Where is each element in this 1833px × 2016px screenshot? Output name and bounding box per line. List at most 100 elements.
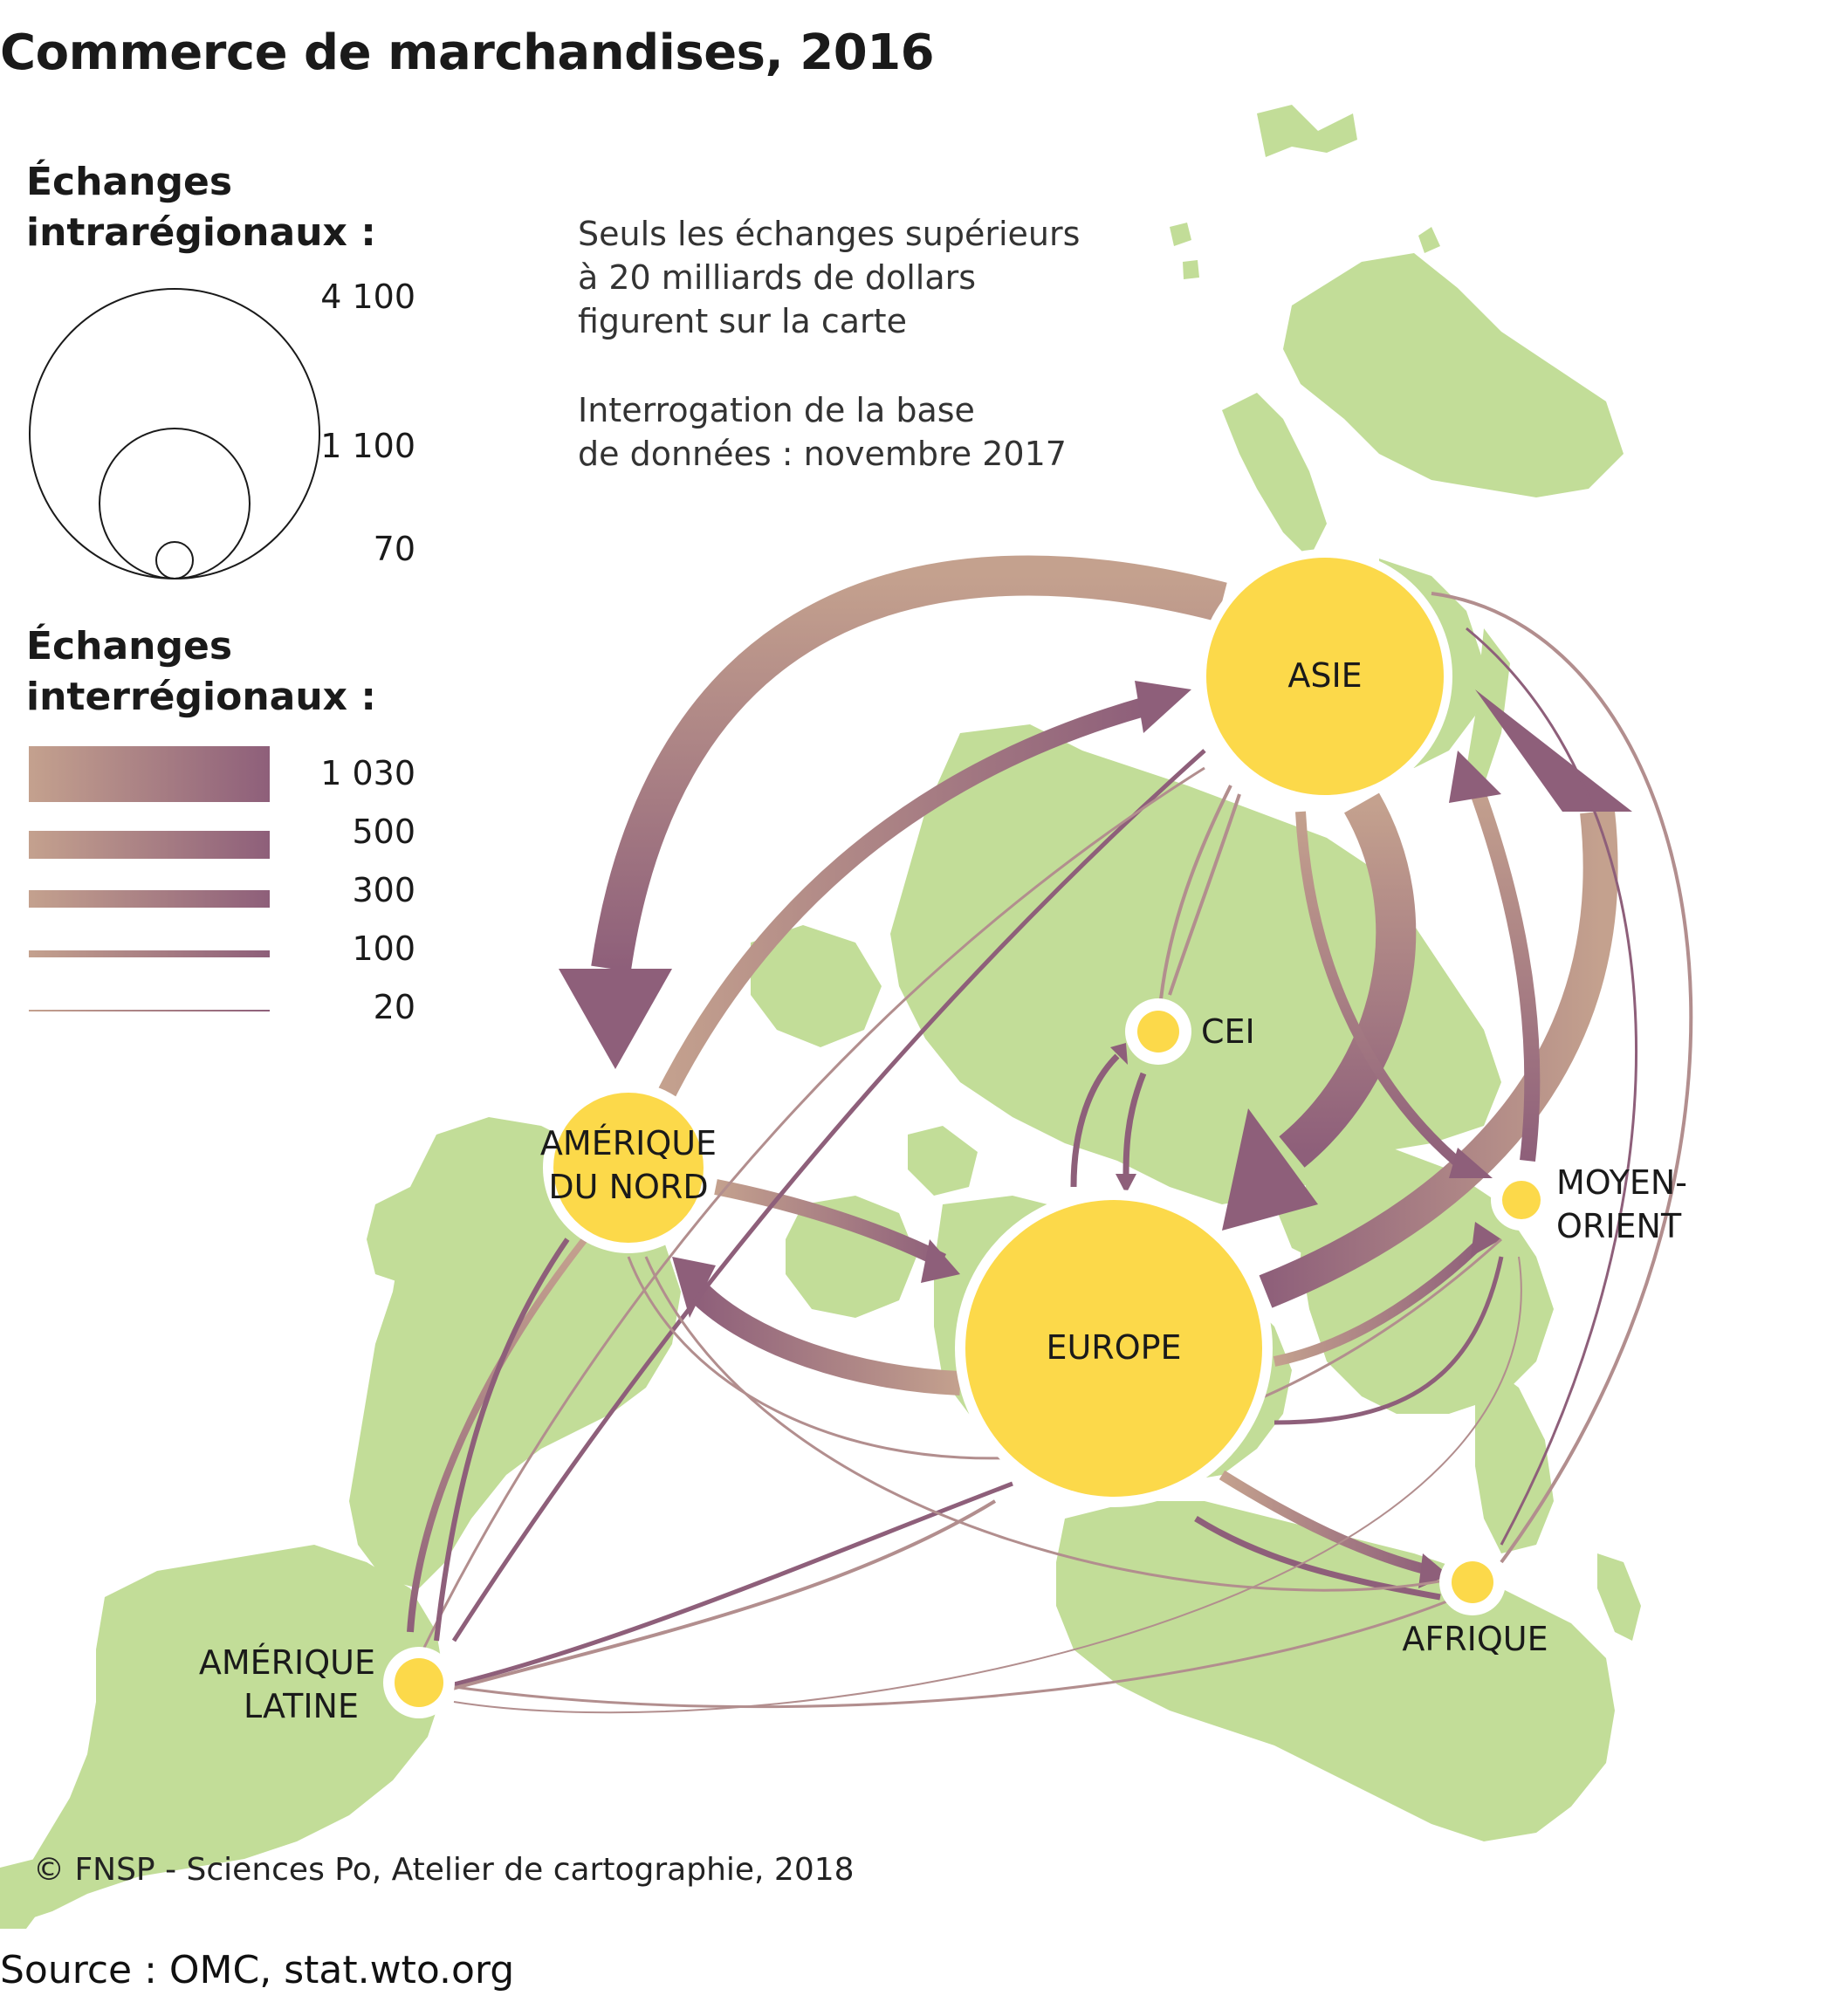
label-asie: ASIE [1287, 656, 1363, 695]
inter-legend-bar-100 [29, 950, 270, 957]
note-line-2: à 20 milliards de dollars [578, 258, 977, 297]
flow-middle-east-to-asia-head [1449, 751, 1501, 803]
trade-flows [407, 555, 1693, 1714]
flow-cei-to-europe-head [1116, 1174, 1136, 1194]
node-cei [1137, 1011, 1179, 1053]
flow-cei-to-europe [1122, 1072, 1147, 1183]
flow-latin-america-to-asia [417, 766, 1205, 1659]
label-amerique-nord-line2: DU NORD [548, 1168, 709, 1206]
flow-europe-to-africa [1219, 1470, 1433, 1576]
node-asie [1206, 558, 1444, 795]
label-europe: EUROPE [1046, 1328, 1182, 1367]
intra-legend-title-line1: Échanges [26, 160, 233, 204]
label-amerique-latine-line2: LATINE [244, 1687, 359, 1725]
flow-north-america-to-latin-america [407, 1237, 588, 1633]
land-madagascar [1597, 1553, 1641, 1641]
flow-north-america-to-asia-head [1135, 681, 1191, 733]
land-greenland [786, 1196, 916, 1318]
intra-legend-circle-70 [155, 541, 194, 579]
land-africa [1056, 1501, 1615, 1841]
flow-asia-to-europe-head [1222, 1108, 1318, 1231]
intra-legend-title: Échanges intrarégionaux : [26, 157, 376, 258]
land-central-america [349, 1580, 410, 1641]
flow-north-america-to-europe-head [921, 1239, 960, 1283]
intra-legend-title-line2: intrarégionaux : [26, 210, 376, 255]
flow-asia-to-middle-east-head [1449, 1148, 1493, 1178]
intra-legend-value-1100: 1 100 [320, 427, 415, 465]
note-database: Interrogation de la base de données : no… [578, 388, 1067, 476]
land-island-2 [1183, 260, 1199, 279]
flow-middle-east-to-europe [1273, 1256, 1504, 1425]
node-moyen-orient [1502, 1181, 1541, 1219]
label-moyen-orient-line2: ORIENT [1556, 1207, 1682, 1245]
flow-latin-america-to-europe [436, 1499, 997, 1695]
flow-asia-to-cei [1168, 793, 1241, 996]
intra-legend-value-70: 70 [373, 530, 415, 568]
inter-legend-value-500: 500 [352, 813, 415, 851]
intra-legend-circles [29, 288, 320, 579]
node-afrique [1452, 1561, 1493, 1603]
land-africa-east-horn [1475, 1361, 1554, 1553]
flow-north-america-to-africa [644, 1256, 1450, 1592]
inter-legend-bar-20 [29, 1010, 270, 1011]
flow-asia-to-latin-america [451, 749, 1206, 1642]
intra-legend-circle-4100 [29, 288, 320, 579]
flow-north-america-to-asia [655, 697, 1147, 1104]
inter-legend-bar-500 [29, 831, 270, 859]
flow-europe-to-middle-east [1273, 1235, 1488, 1367]
flow-europe-to-cei-head [1110, 1043, 1128, 1065]
flow-europe-to-asia [1259, 809, 1618, 1308]
flow-europe-to-cei [1070, 1053, 1120, 1188]
flow-europe-to-latin-america [453, 1481, 1013, 1687]
region-nodes [383, 549, 1552, 1718]
note-line-1: Seuls les échanges supérieurs [578, 215, 1081, 253]
inter-legend-title-line2: interrégionaux : [26, 675, 376, 719]
flow-africa-to-europe [1194, 1516, 1441, 1601]
flow-middle-east-to-asia [1467, 782, 1541, 1162]
label-moyen-orient: MOYEN- ORIENT [1556, 1161, 1687, 1248]
flow-asia-to-north-america-head [559, 969, 672, 1069]
intra-legend-circle-1100 [99, 428, 251, 579]
node-amerique-nord [553, 1093, 704, 1243]
node-amerique-latine [395, 1658, 443, 1707]
flow-europe-to-asia-head [1475, 689, 1632, 812]
page-title: Commerce de marchandises, 2016 [0, 24, 935, 81]
flow-europe-to-north-america [690, 1282, 961, 1395]
inter-legend-bars [29, 746, 270, 1011]
inter-legend-bar-300 [29, 890, 270, 908]
land-north-strip [1222, 393, 1327, 559]
flow-cei-to-asia [1159, 785, 1232, 1000]
intra-legend-value-4100: 4 100 [320, 278, 415, 316]
flow-north-america-to-europe [714, 1179, 947, 1269]
flow-asia-to-europe [1279, 792, 1417, 1168]
flow-north-america-to-middle-east [627, 1238, 1503, 1460]
label-amerique-latine: AMÉRIQUE LATINE [175, 1641, 375, 1728]
land-island-3 [1418, 227, 1440, 253]
note-threshold: Seuls les échanges supérieurs à 20 milli… [578, 212, 1080, 343]
land-south-america [17, 1545, 445, 1920]
land-arctic-north [1257, 105, 1357, 157]
note-line-3: figurent sur la carte [578, 302, 907, 340]
land-north-america-west [367, 1187, 419, 1283]
label-afrique: AFRIQUE [1402, 1620, 1548, 1658]
node-europe [965, 1200, 1262, 1497]
land-islands-mid [908, 1126, 978, 1196]
label-cei: CEI [1201, 1012, 1255, 1051]
inter-legend-title-line1: Échanges [26, 624, 233, 669]
flow-middle-east-to-latin-america [453, 1256, 1522, 1714]
flow-europe-to-africa-head [1418, 1553, 1449, 1588]
flow-asia-to-africa [1431, 592, 1693, 1564]
flow-europe-to-north-america-head [672, 1257, 716, 1318]
inter-legend-value-300: 300 [352, 871, 415, 909]
label-amerique-nord: AMÉRIQUE DU NORD [532, 1121, 724, 1209]
label-amerique-nord-line1: AMÉRIQUE [539, 1124, 717, 1162]
credit-text: © FNSP - Sciences Po, Atelier de cartogr… [33, 1852, 855, 1888]
inter-legend-bar-1030 [29, 746, 270, 802]
land-north-east [1283, 253, 1624, 497]
land-north-europe [751, 925, 882, 1047]
flow-latin-america-to-africa [436, 1595, 1459, 1709]
flow-europe-to-middle-east-head [1471, 1222, 1501, 1257]
land-south-america-tip [0, 1859, 52, 1929]
note-line-4: Interrogation de la base [578, 391, 975, 429]
label-amerique-latine-line1: AMÉRIQUE [198, 1643, 375, 1682]
